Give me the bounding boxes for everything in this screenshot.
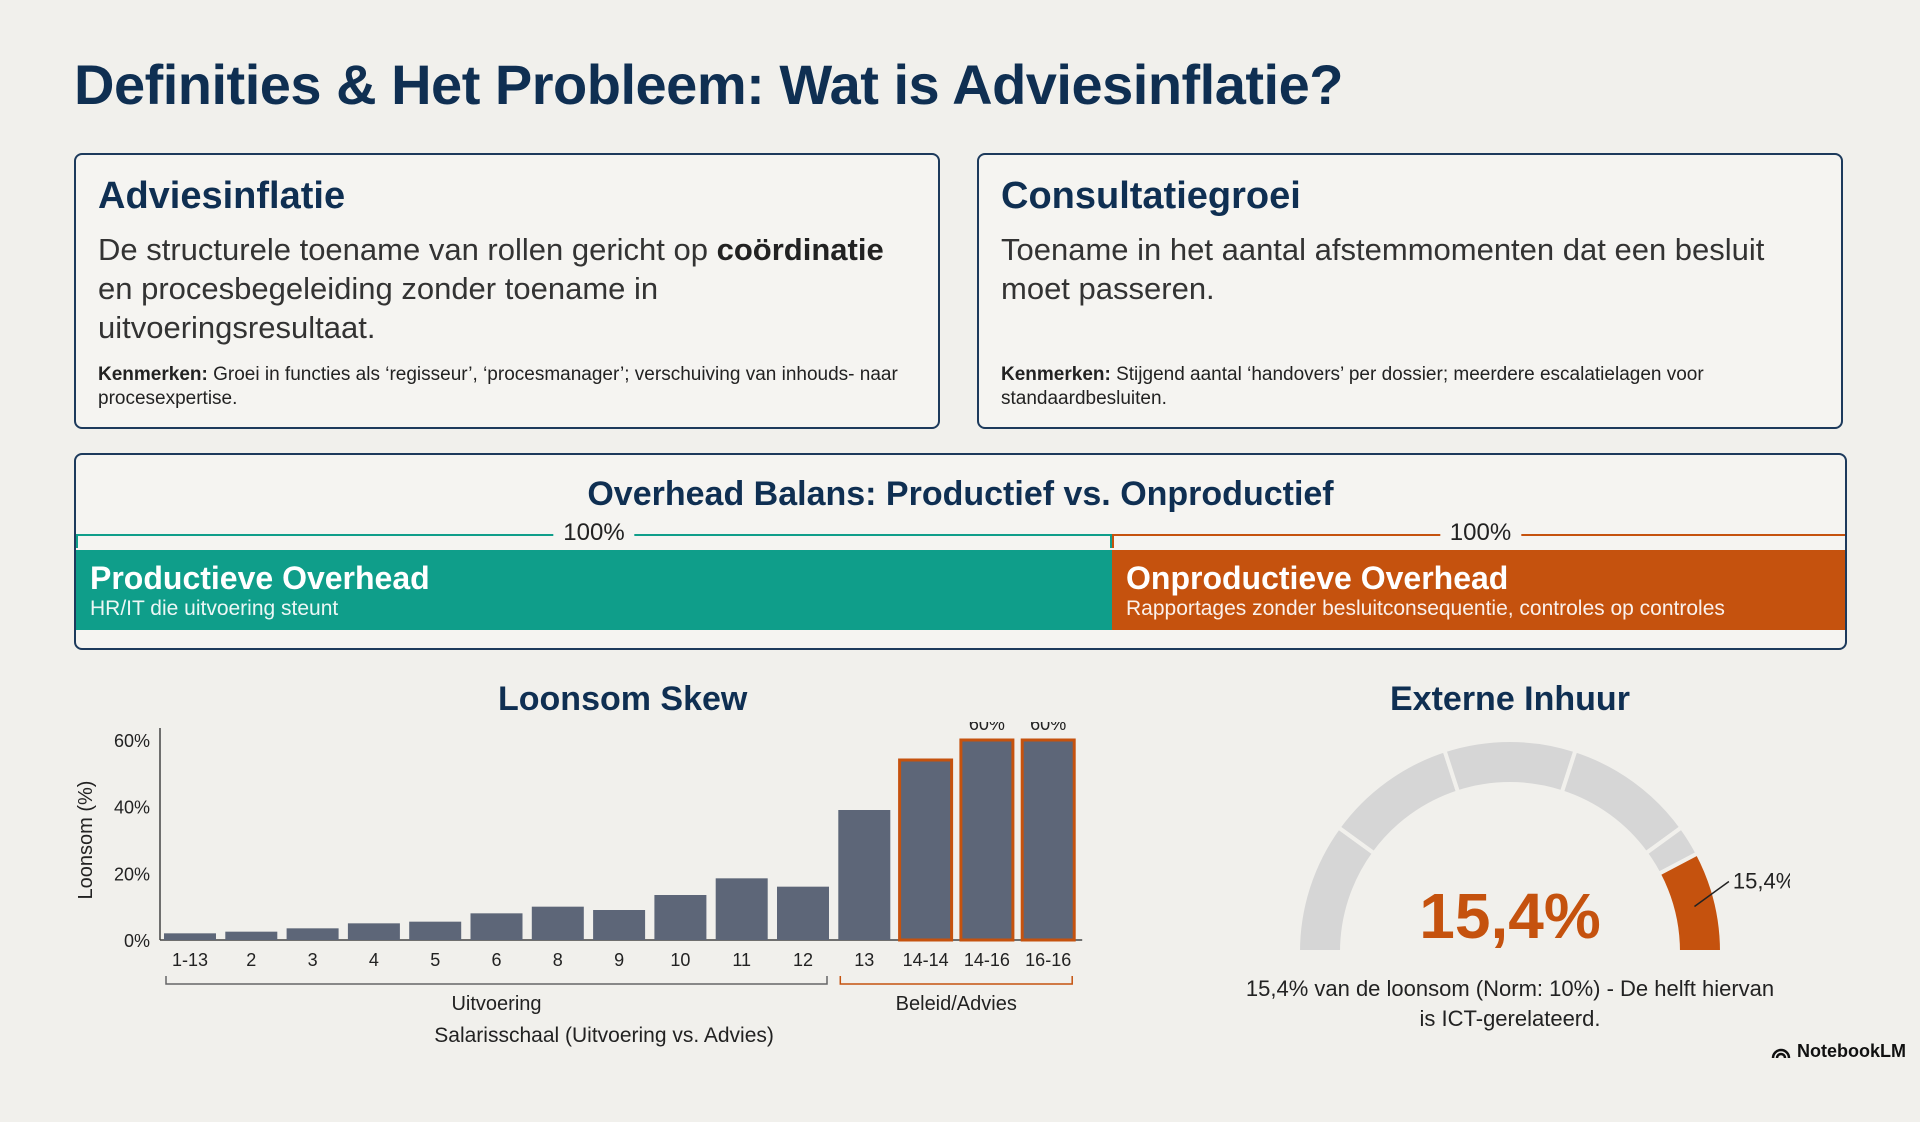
productive-bracket: 100%: [76, 519, 1112, 548]
bar-data-label: 60%: [969, 722, 1005, 734]
gauge-value-arc: [1656, 850, 1725, 954]
card-adviesinflatie: Adviesinflatie De structurele toename va…: [74, 153, 940, 429]
x-tick-label: 14-16: [964, 950, 1010, 970]
gauge-pointer-label: 15,4%: [1733, 868, 1790, 893]
bar-4: [347, 923, 400, 940]
gauge-pointer-line: [1694, 880, 1730, 908]
bar-data-label: 60%: [1030, 722, 1066, 734]
bar-1-13: [164, 933, 216, 940]
bar-6: [470, 913, 523, 940]
kenmerken-text: Groei in functies als ‘regisseur’, ‘proc…: [98, 364, 898, 409]
y-tick-label: 60%: [114, 731, 150, 751]
bar-3: [286, 928, 339, 940]
card-consultatiegroei: Consultatiegroei Toename in het aantal a…: [977, 153, 1843, 429]
productive-subtitle: HR/IT die uitvoering steunt: [90, 597, 339, 620]
notebooklm-brand: NotebookLM: [1771, 1041, 1906, 1062]
productive-percent-label: 100%: [553, 519, 635, 547]
card-heading: Consultatiegroei: [1001, 175, 1301, 217]
x-tick-label: 16-16: [1025, 950, 1071, 970]
unproductive-bracket: 100%: [1112, 519, 1845, 548]
y-tick-label: 40%: [114, 798, 150, 818]
gauge-value-label: 15,4%: [1419, 880, 1600, 952]
kenmerken-text: Stijgend aantal ‘handovers’ per dossier;…: [1001, 364, 1704, 409]
productive-title: Productieve Overhead: [90, 560, 430, 596]
bar-14-16: [959, 738, 1015, 942]
kenmerken-label: Kenmerken:: [98, 364, 208, 385]
loonsom-bar-chart: 0% 20% 40% 60% Loonsom (%) 1-13 2 3 4 5 6 8 9 10 11 12 1…: [75, 722, 1083, 1047]
x-tick-label: 2: [246, 950, 256, 970]
definition-text-end: en procesbegeleiding zonder toename in u…: [98, 271, 659, 345]
brand-name: NotebookLM: [1797, 1041, 1906, 1061]
x-tick-label: 14-14: [903, 950, 949, 970]
bar-9: [593, 910, 646, 940]
bar-12: [777, 886, 829, 940]
group-bracket: [839, 976, 1073, 985]
x-tick-label: 1-13: [172, 950, 208, 970]
overhead-balance-panel: Overhead Balans: Productief vs. Onproduc…: [74, 453, 1847, 650]
unproductive-percent-label: 100%: [1439, 519, 1522, 547]
page-title: Definities & Het Probleem: Wat is Advies…: [74, 53, 1343, 116]
definition-text: De structurele toename van rollen gerich…: [98, 232, 717, 267]
gauge-track-segment: [1559, 747, 1685, 857]
y-tick-label: 0%: [124, 931, 150, 951]
gauge-track-segment: [1441, 738, 1579, 795]
card-kenmerken: Kenmerken: Groei in functies als ‘regiss…: [98, 363, 916, 411]
card-definition: De structurele toename van rollen gerich…: [98, 230, 916, 347]
x-tick-label: 11: [732, 950, 751, 970]
bar-11: [715, 878, 768, 940]
x-tick-label: 8: [553, 950, 563, 970]
card-kenmerken: Kenmerken: Stijgend aantal ‘handovers’ p…: [1001, 363, 1819, 411]
bar-14-14: [898, 758, 954, 942]
y-tick-label: 20%: [114, 864, 150, 884]
card-heading: Adviesinflatie: [98, 175, 346, 217]
x-tick-label: 4: [369, 950, 379, 970]
x-tick-label: 10: [670, 950, 690, 970]
gauge-track-segment: [1335, 747, 1461, 857]
notebooklm-logo-icon: [1771, 1048, 1791, 1058]
card-definition: Toename in het aantal afstemmomenten dat…: [1001, 230, 1819, 308]
gauge-title: Externe Inhuur: [1390, 680, 1630, 718]
x-tick-label: 12: [793, 950, 813, 970]
x-tick-label: 13: [854, 950, 874, 970]
x-tick-label: 9: [614, 950, 624, 970]
unproductive-overhead-segment: Onproductieve Overhead Rapportages zonde…: [1112, 550, 1845, 630]
x-tick-label: 3: [308, 950, 318, 970]
group-label: Beleid/Advies: [896, 993, 1017, 1015]
unproductive-subtitle: Rapportages zonder besluitconsequentie, …: [1126, 597, 1725, 620]
productive-overhead-segment: Productieve Overhead HR/IT die uitvoerin…: [76, 550, 1112, 630]
gauge-note: 15,4% van de loonsom (Norm: 10%) - De he…: [1245, 976, 1775, 1031]
bar-8: [531, 906, 584, 940]
bar-16-16: [1020, 738, 1076, 942]
group-bracket: [165, 976, 828, 985]
bar-13: [838, 810, 891, 940]
bar-chart-title: Loonsom Skew: [498, 680, 748, 718]
definition-emphasis: coördinatie: [716, 232, 884, 267]
bar-5: [409, 921, 462, 940]
y-axis-label: Loonsom (%): [75, 781, 97, 900]
definition-text: Toename in het aantal afstemmomenten dat…: [1001, 232, 1765, 306]
group-label: Uitvoering: [451, 993, 541, 1015]
x-tick-label: 6: [491, 950, 501, 970]
bar-2: [225, 931, 278, 940]
x-tick-label: 5: [430, 950, 440, 970]
balance-title: Overhead Balans: Productief vs. Onproduc…: [587, 475, 1334, 513]
unproductive-title: Onproductieve Overhead: [1126, 560, 1509, 596]
x-axis-label: Salarisschaal (Uitvoering vs. Advies): [434, 1024, 774, 1047]
bar-10: [654, 895, 707, 940]
externe-inhuur-gauge: 15,4% 15,4%: [1295, 738, 1790, 954]
kenmerken-label: Kenmerken:: [1001, 364, 1111, 385]
